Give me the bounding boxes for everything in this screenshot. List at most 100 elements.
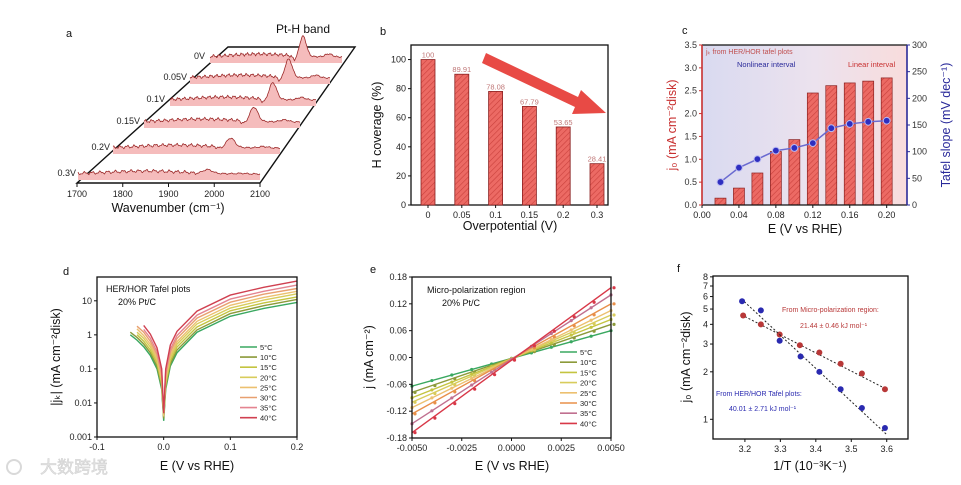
y-tick-label: 60 xyxy=(396,113,406,123)
series-point xyxy=(592,322,596,326)
panel-c-linear-label: Linear interval xyxy=(848,60,895,69)
panel-d-ylabel: |jₖ| (mA cm⁻²disk) xyxy=(49,308,63,406)
series-point xyxy=(433,416,437,420)
x-tick-label: 0.15 xyxy=(521,210,539,220)
series-point xyxy=(569,333,573,337)
panel-a-xlabel: Wavenumber (cm⁻¹) xyxy=(111,201,224,215)
spectrum-label: 0.15V xyxy=(116,116,140,126)
x-tick-label: 0.12 xyxy=(804,210,822,220)
data-point xyxy=(796,342,803,349)
bar-data-label: 78.08 xyxy=(486,82,505,91)
x-tick-label: 0.04 xyxy=(730,210,748,220)
tafel-slope-point xyxy=(753,155,762,164)
series-point xyxy=(470,367,474,372)
x-tick-label: 0.00 xyxy=(693,210,711,220)
series-point xyxy=(592,329,596,333)
series-point xyxy=(473,379,477,383)
x-tick-label: 2000 xyxy=(204,189,224,199)
y-tick-label: 40 xyxy=(396,142,406,152)
series-point xyxy=(450,386,454,390)
series-point xyxy=(552,339,556,343)
y-tick-label-left: 1.0 xyxy=(684,154,697,164)
series-point xyxy=(453,390,457,394)
bar xyxy=(420,59,436,206)
chart-annotations: jₖ from HER/HOR tafel plots Nonlinear in… xyxy=(705,49,895,413)
bar xyxy=(589,163,605,206)
bar-data-label: 89.91 xyxy=(452,65,471,74)
y-tick-label: 10 xyxy=(82,296,92,306)
series-fit-line xyxy=(411,287,612,434)
panel-label-f: f xyxy=(677,263,681,275)
x-tick-label: -0.0050 xyxy=(397,443,428,453)
series-point xyxy=(572,315,576,319)
series-point xyxy=(569,328,573,332)
data-point xyxy=(881,425,888,432)
series-point xyxy=(413,412,417,416)
panel-c-nonlinear-label: Nonlinear interval xyxy=(737,60,796,69)
watermark-text: 大数跨境 xyxy=(40,458,108,477)
panel-f-ylabel: j₀ (mA cm⁻²disk) xyxy=(679,312,693,404)
series-point xyxy=(572,336,576,340)
legend-label: 20°C xyxy=(260,373,277,382)
legend-label: 5°C xyxy=(260,343,273,352)
panel-e-ylabel: j (mA cm⁻²) xyxy=(362,325,376,390)
y-tick-label-right: 150 xyxy=(912,120,927,130)
y-tick-label: 8 xyxy=(703,272,708,282)
panel-c-background xyxy=(702,45,907,205)
y-tick-label: 3 xyxy=(703,339,708,349)
y-tick-label-left: 3.5 xyxy=(684,40,697,50)
bar xyxy=(843,82,856,206)
x-tick-label: 2100 xyxy=(250,189,270,199)
spectrum-fill xyxy=(170,82,316,106)
spectrum-fill xyxy=(190,59,330,84)
series-point xyxy=(450,373,454,377)
series-line xyxy=(143,280,298,414)
legend-label: 35°C xyxy=(580,409,597,418)
x-tick-label: 0.1 xyxy=(489,210,502,220)
y-tick-label: 1 xyxy=(87,330,92,340)
panel-f-frame xyxy=(712,275,909,440)
series-point xyxy=(549,345,553,349)
spectrum-label: 0.1V xyxy=(146,94,165,104)
legend-label: 15°C xyxy=(580,368,597,377)
legend-label: 30°C xyxy=(260,394,277,403)
series-point xyxy=(589,325,593,329)
tafel-slope-point xyxy=(864,117,873,126)
y-tick-label: 20 xyxy=(396,171,406,181)
x-tick-label: 3.2 xyxy=(739,444,752,454)
tafel-slope-point xyxy=(882,116,891,125)
bar-data-label: 53.65 xyxy=(554,118,573,127)
bar xyxy=(770,151,782,206)
series-point xyxy=(490,370,494,374)
data-point xyxy=(858,404,865,411)
tafel-slope-point xyxy=(790,144,799,152)
y-tick-label: 100 xyxy=(391,55,406,65)
panel-a-title: Pt-H band xyxy=(276,22,330,36)
legend-label: 30°C xyxy=(580,399,597,408)
y-tick-label-left: 2.0 xyxy=(684,109,697,119)
series-point xyxy=(612,313,616,317)
y-tick-label: -0.12 xyxy=(386,406,407,416)
series-point xyxy=(453,402,457,406)
y-tick-label: -0.18 xyxy=(386,433,407,443)
data-point xyxy=(757,307,764,314)
bar xyxy=(880,77,893,206)
data-point xyxy=(797,353,804,360)
legend-label: 40°C xyxy=(580,419,597,428)
y-tick-label-right: 300 xyxy=(912,40,927,50)
panel-a-frame xyxy=(75,46,357,184)
series-point xyxy=(552,335,556,339)
series-point xyxy=(413,400,417,404)
x-tick-label: 0.2 xyxy=(557,210,570,220)
series-point xyxy=(612,322,616,327)
fit-line xyxy=(741,314,887,390)
spectrum-label: 0.2V xyxy=(91,142,110,152)
bar-data-label: 28.41 xyxy=(588,155,607,164)
data-point xyxy=(739,298,746,305)
spectrum-line xyxy=(143,106,301,125)
data-point xyxy=(816,368,823,375)
series-point xyxy=(430,378,434,383)
spectrum-fill xyxy=(210,35,342,63)
spectrum-label: 0V xyxy=(194,51,205,61)
